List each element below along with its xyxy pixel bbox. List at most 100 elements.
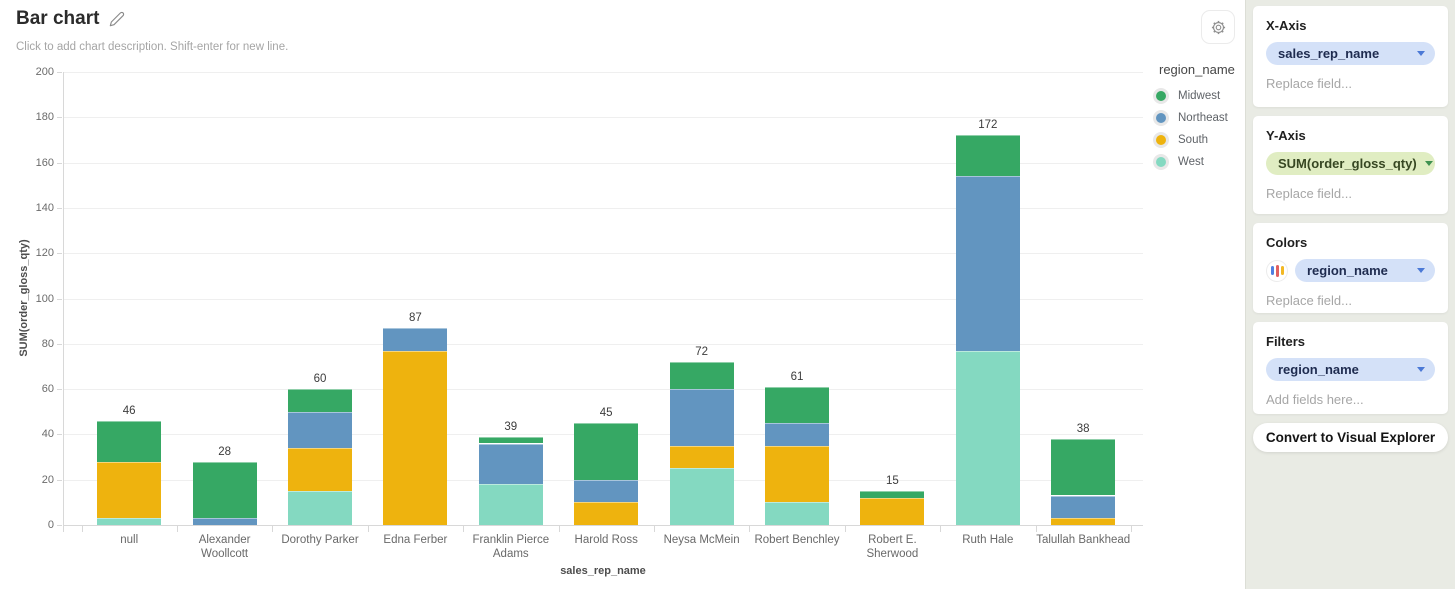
bar-segment[interactable] [765,502,829,526]
filters-field-pill[interactable]: region_name [1266,358,1435,381]
bar-segment[interactable] [192,461,257,519]
x-tick-label: Robert E. Sherwood [866,534,919,560]
gridline [63,525,1143,526]
bar-segment[interactable] [1051,518,1116,525]
gridline [63,253,1143,255]
y-axis-tick [57,343,62,345]
y-axis-tick [57,117,62,119]
palette-icon[interactable] [1266,259,1288,282]
x-tick-label: Talullah Bankhead [1036,534,1131,546]
x-axis-tick [272,526,274,532]
bar-total-label: 172 [978,119,998,132]
x-axis-tick [63,526,64,532]
legend: region_name Midwest Northeast South West [1153,62,1253,173]
bar-segment[interactable] [478,436,543,444]
legend-item[interactable]: West [1153,151,1253,173]
bar-total-label: 45 [599,407,613,420]
bar-segment[interactable] [765,386,829,423]
gridline [63,389,1143,391]
bar-segment[interactable] [669,445,734,469]
x-axis-field-pill[interactable]: sales_rep_name [1266,42,1435,65]
x-axis-tick [844,526,846,532]
x-axis-panel: X-Axis sales_rep_name Replace field... [1253,6,1448,107]
bar-segment[interactable] [288,389,352,412]
bar-segment[interactable] [288,448,352,491]
bar-segment[interactable] [765,445,829,503]
bar-segment[interactable] [669,361,734,390]
bar-segment[interactable] [383,350,448,525]
chevron-down-icon [1424,161,1433,166]
legend-item[interactable]: South [1153,129,1253,151]
colors-field-pill[interactable]: region_name [1295,259,1435,282]
gridline [63,162,1143,164]
bar-segment[interactable] [955,350,1020,525]
bar-segment[interactable] [574,479,639,503]
legend-item[interactable]: Midwest [1153,85,1253,107]
bar-segment[interactable] [97,461,162,519]
bar-segment[interactable] [574,423,639,480]
legend-swatch-icon [1153,132,1169,148]
filters-add-fields[interactable]: Add fields here... [1266,392,1364,407]
bar-segment[interactable] [955,176,1020,351]
bar-segment[interactable] [383,327,448,351]
y-tick-label: 140 [35,201,54,214]
convert-to-visual-explorer-button[interactable]: Convert to Visual Explorer [1253,423,1448,452]
y-axis-line [63,72,64,525]
y-axis-replace-field[interactable]: Replace field... [1266,186,1352,201]
y-axis-tick [57,479,62,481]
y-axis-tick [57,298,62,300]
bar-segment[interactable] [860,497,925,525]
edit-title-button[interactable] [109,11,125,27]
x-tick-label: Dorothy Parker [281,534,359,546]
legend-swatch-icon [1153,88,1169,104]
legend-item-label: Northeast [1178,112,1228,124]
colors-field-label: region_name [1307,263,1388,278]
y-tick-label: 200 [35,66,54,78]
colors-panel: Colors region_name Replace field... [1253,223,1448,313]
y-axis-field-pill[interactable]: SUM(order_gloss_qty) [1266,152,1435,175]
y-tick-label: 0 [47,519,54,531]
bar-segment[interactable] [1051,438,1116,496]
bar-segment[interactable] [192,518,257,525]
bar-segment[interactable] [288,491,352,525]
chevron-down-icon [1417,51,1425,56]
gridline [63,72,1143,73]
bar-segment[interactable] [478,443,543,485]
bar-segment[interactable] [478,484,543,525]
chart-description-placeholder[interactable]: Click to add chart description. Shift-en… [16,41,289,53]
bar-segment[interactable] [860,491,925,498]
chevron-down-icon [1417,268,1425,273]
bar-total-label: 60 [313,373,327,386]
bar-segment[interactable] [1051,495,1116,519]
bar-segment[interactable] [669,389,734,446]
plot-area: SUM(order_gloss_qty) sales_rep_name 0 20 4… [18,66,1143,577]
bar-segment[interactable] [288,411,352,448]
bar-segment[interactable] [97,518,162,525]
bar-segment[interactable] [669,468,734,525]
bar-total-label: 72 [695,345,708,358]
x-axis-tick [176,526,178,532]
x-axis-panel-title: X-Axis [1266,18,1307,33]
x-axis-replace-field[interactable]: Replace field... [1266,76,1352,91]
bar-total-label: 39 [504,420,518,433]
x-tick-label: Robert Benchley [754,534,840,546]
y-axis-tick [57,253,62,255]
x-axis-tick [653,526,655,532]
bar-segment[interactable] [574,502,639,526]
gridline [63,343,1143,345]
colors-replace-field[interactable]: Replace field... [1266,293,1352,308]
legend-item[interactable]: Northeast [1153,107,1253,129]
x-axis-tick [463,526,465,532]
y-tick-label: 180 [35,111,54,124]
gridline [63,117,1143,119]
chart-canvas: Bar chart Click to add chart description… [16,8,1235,577]
filters-field-label: region_name [1278,362,1359,377]
bar-segment[interactable] [955,135,1020,177]
bar-segment[interactable] [765,423,829,446]
x-axis-title: sales_rep_name [560,565,646,577]
chart-settings-button[interactable] [1201,10,1235,44]
page-title[interactable]: Bar chart [16,8,100,29]
bar-segment[interactable] [97,420,162,462]
y-tick-label: 120 [35,247,54,260]
y-tick-label: 40 [41,428,54,441]
